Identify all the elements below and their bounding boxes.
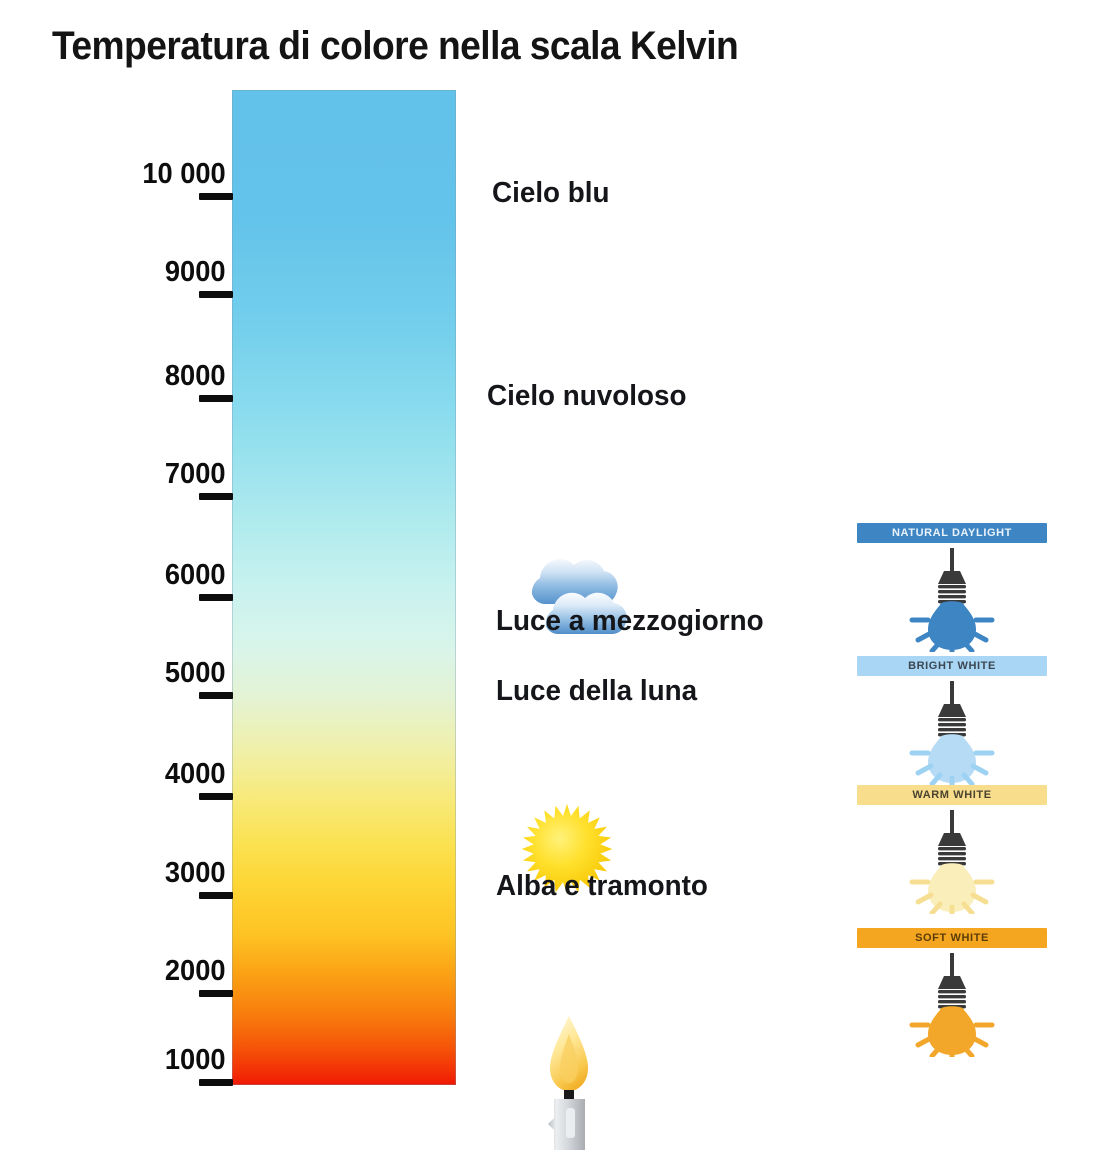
scale-tick-mark [199, 1079, 233, 1086]
bulb-card-banner: WARM WHITE [857, 785, 1047, 805]
light-bulb-icon [909, 681, 995, 785]
scale-tick-mark [199, 892, 233, 899]
scale-tick-mark [199, 594, 233, 601]
scale-tick-mark [199, 493, 233, 500]
sun-icon [521, 803, 613, 895]
scale-tick-label: 9000 [165, 256, 226, 288]
light-bulb-icon [909, 548, 995, 652]
scale-tick-mark [199, 793, 233, 800]
scale-tick-mark [199, 193, 233, 200]
scale-tick-label: 8000 [165, 360, 226, 392]
scale-tick-mark [199, 395, 233, 402]
kelvin-color-temperature-diagram: Temperatura di colore nella scala Kelvin [52, 24, 1047, 1150]
scene-label: Alba e tramonto [496, 870, 708, 902]
page-title: Temperatura di colore nella scala Kelvin [52, 24, 739, 68]
light-bulb-icon [909, 810, 995, 914]
kelvin-gradient [232, 90, 456, 1085]
bulb-card-banner: SOFT WHITE [857, 928, 1047, 948]
scene-label: Cielo blu [492, 177, 610, 209]
bulb-card[interactable]: NATURAL DAYLIGHT [857, 523, 1047, 652]
cloud-icon [531, 559, 627, 634]
scale-tick-label: 5000 [165, 657, 226, 689]
scale-tick-label: 2000 [165, 955, 226, 987]
scale-tick-label: 4000 [165, 758, 226, 790]
scale-tick-mark [199, 692, 233, 699]
bulb-card-banner: NATURAL DAYLIGHT [857, 523, 1047, 543]
bulb-card[interactable]: WARM WHITE [857, 785, 1047, 914]
light-bulb-icon [909, 953, 995, 1057]
bulb-card[interactable]: SOFT WHITE [857, 928, 1047, 1057]
scale-tick-label: 10 000 [142, 158, 226, 190]
scale-tick-label: 3000 [165, 857, 226, 889]
scene-label: Cielo nuvoloso [487, 380, 687, 412]
scale-tick-mark [199, 291, 233, 298]
scale-tick-label: 1000 [165, 1044, 226, 1076]
bulb-card-banner: BRIGHT WHITE [857, 656, 1047, 676]
scale-tick-label: 6000 [165, 559, 226, 591]
candle-icon [548, 1016, 588, 1150]
moon-icon [598, 720, 613, 735]
scale-tick-label: 7000 [165, 458, 226, 490]
bulb-card[interactable]: BRIGHT WHITE [857, 656, 1047, 785]
kelvin-scale-bar [232, 90, 627, 1150]
scale-tick-mark [199, 990, 233, 997]
scene-label: Luce della luna [496, 675, 698, 707]
scene-label: Luce a mezzogiorno [496, 605, 764, 637]
